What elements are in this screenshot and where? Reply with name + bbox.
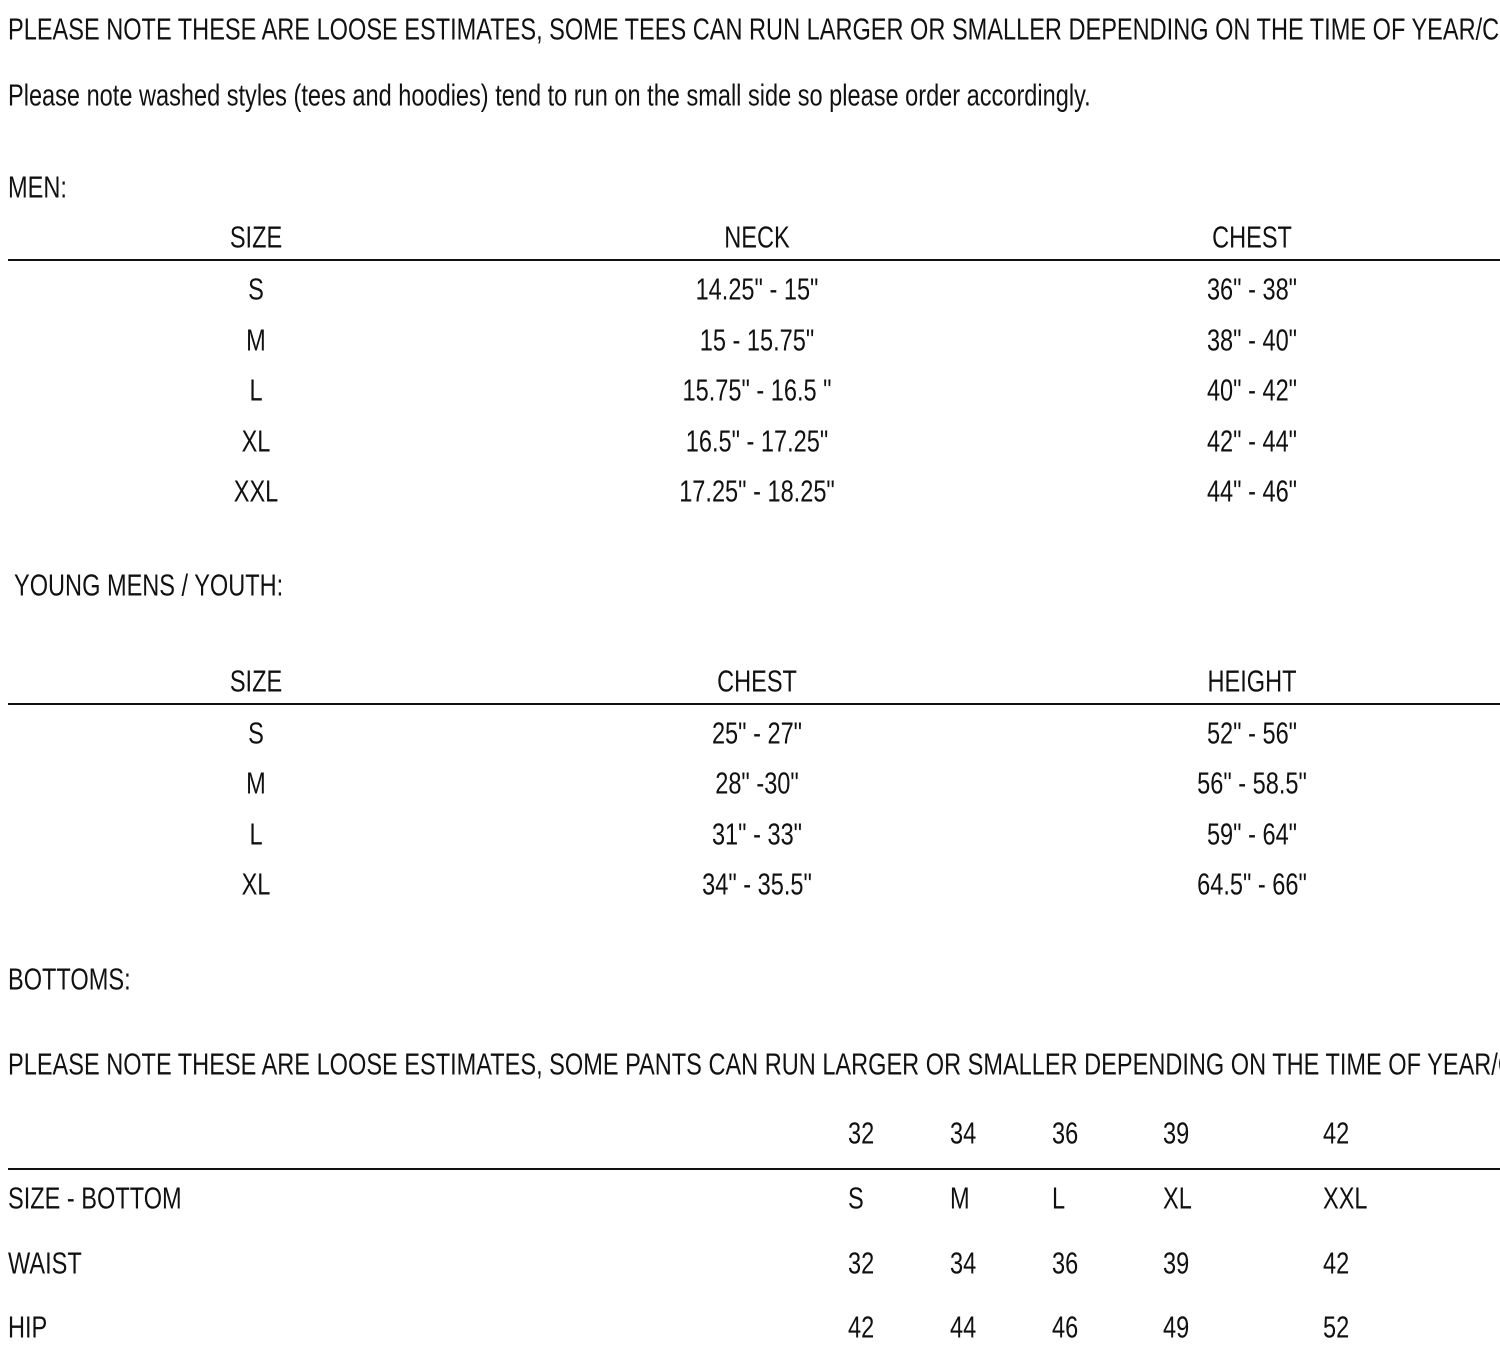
table-cell: 36 (1052, 1245, 1079, 1281)
divider (8, 259, 1500, 261)
section-title: BOTTOMS: (8, 961, 131, 997)
column-header: SIZE (229, 219, 283, 255)
table-cell: L (1052, 1180, 1066, 1216)
table-cell: S (848, 1180, 864, 1216)
table-cell: 16.5" - 17.25" (685, 423, 829, 458)
table-cell: L (249, 372, 263, 408)
table-cell: 38" - 40" (1206, 322, 1298, 357)
row-label: WAIST (8, 1245, 82, 1281)
column-header: 42 (1323, 1115, 1350, 1151)
table-cell: 14.25" - 15" (695, 271, 819, 307)
table-cell: 25" - 27" (711, 715, 803, 751)
table-cell: L (249, 816, 263, 852)
column-header: NECK (724, 219, 790, 255)
note: PLEASE NOTE THESE ARE LOOSE ESTIMATES, S… (8, 1046, 1500, 1082)
table-cell: M (246, 765, 266, 801)
divider (8, 1168, 1500, 1170)
table-cell: 15.75" - 16.5 " (682, 372, 832, 408)
table-cell: 34 (950, 1245, 977, 1281)
table-cell: 28" -30" (715, 765, 799, 801)
table-cell: XL (241, 423, 271, 458)
table-cell: 52 (1323, 1309, 1350, 1345)
table-cell: 40" - 42" (1206, 372, 1298, 408)
table-cell: XXL (1323, 1180, 1368, 1216)
table-cell: 34" - 35.5" (702, 866, 812, 902)
table-cell: 39 (1163, 1245, 1190, 1281)
table-cell: S (248, 271, 264, 307)
table-cell: 42 (848, 1309, 875, 1345)
row-label: HIP (8, 1309, 48, 1345)
column-header: 39 (1163, 1115, 1190, 1151)
row-label: SIZE - BOTTOM (8, 1180, 182, 1216)
table-cell: 46 (1052, 1309, 1079, 1345)
table-cell: M (950, 1180, 970, 1216)
table-cell: S (248, 715, 264, 751)
table-cell: XXL (233, 473, 279, 509)
table-cell: 36" - 38" (1206, 271, 1298, 307)
table-cell: 42" - 44" (1206, 423, 1298, 458)
section-title: YOUNG MENS / YOUTH: (14, 567, 284, 603)
table-cell: 44 (950, 1309, 977, 1345)
table-cell: 32 (848, 1245, 875, 1281)
column-header: CHEST (1212, 219, 1292, 255)
column-header: 32 (848, 1115, 875, 1151)
note: Please note washed styles (tees and hood… (8, 77, 1091, 113)
table-cell: 59" - 64" (1206, 816, 1298, 852)
table-cell: XL (241, 866, 271, 902)
table-cell: 44" - 46" (1206, 473, 1298, 509)
table-cell: M (246, 322, 266, 357)
section-title: MEN: (8, 169, 67, 205)
column-header: SIZE (229, 663, 283, 699)
column-header: 36 (1052, 1115, 1079, 1151)
note: PLEASE NOTE THESE ARE LOOSE ESTIMATES, S… (8, 11, 1500, 47)
divider (8, 703, 1500, 705)
table-cell: 31" - 33" (711, 816, 803, 852)
table-cell: 49 (1163, 1309, 1190, 1345)
table-cell: 64.5" - 66" (1197, 866, 1307, 902)
table-cell: XL (1163, 1180, 1192, 1216)
column-header: 34 (950, 1115, 977, 1151)
table-cell: 42 (1323, 1245, 1350, 1281)
table-cell: 52" - 56" (1206, 715, 1298, 751)
table-cell: 15 - 15.75" (699, 322, 815, 357)
table-cell: 56" - 58.5" (1197, 765, 1307, 801)
column-header: CHEST (717, 663, 797, 699)
table-cell: 17.25" - 18.25" (679, 473, 835, 509)
column-header: HEIGHT (1207, 663, 1297, 699)
